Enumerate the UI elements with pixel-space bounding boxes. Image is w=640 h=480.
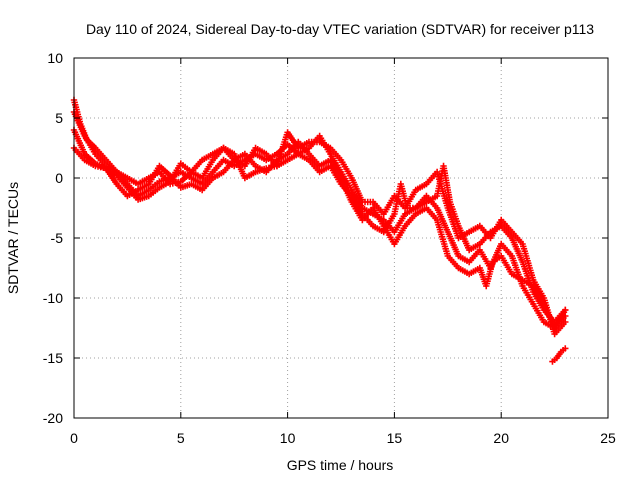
axis-ticks: 0 5 10 15 20 25 -20 -15 -10 -5 0 5 10 (43, 50, 616, 446)
y-tick-label: -5 (51, 230, 64, 246)
x-tick-label: 10 (280, 430, 296, 446)
x-tick-label: 25 (600, 430, 616, 446)
series-track-e (549, 345, 569, 365)
chart-title: Day 110 of 2024, Sidereal Day-to-day VTE… (86, 21, 594, 37)
y-axis-label: SDTVAR / TECUs (5, 182, 21, 294)
series-track-d (70, 126, 569, 332)
x-tick-label: 15 (387, 430, 403, 446)
series-track-a (70, 96, 569, 326)
x-tick-label: 0 (70, 430, 78, 446)
y-tick-label: -20 (43, 410, 63, 426)
series-track-c (70, 108, 569, 338)
data-points (70, 96, 569, 365)
data-point (562, 345, 569, 352)
y-tick-label: 0 (55, 170, 63, 186)
x-tick-label: 20 (493, 430, 509, 446)
y-tick-label: -10 (43, 290, 63, 306)
y-tick-label: -15 (43, 350, 63, 366)
x-tick-label: 5 (177, 430, 185, 446)
y-tick-label: 10 (47, 50, 63, 66)
x-axis-label: GPS time / hours (287, 457, 394, 473)
data-point (562, 306, 569, 314)
y-tick-label: 5 (55, 110, 63, 126)
data-point (562, 318, 569, 326)
grid (74, 58, 608, 418)
